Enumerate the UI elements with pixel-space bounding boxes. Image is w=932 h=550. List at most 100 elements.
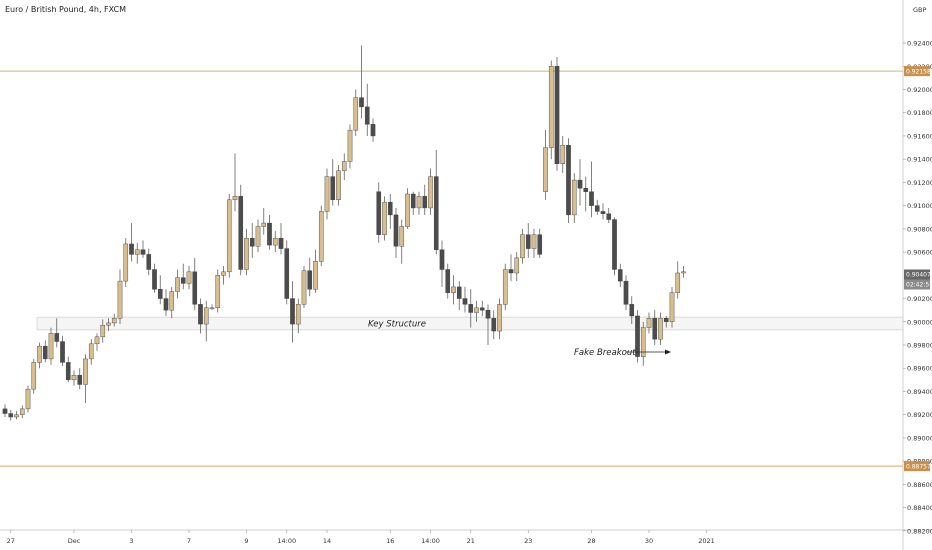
candle-body[interactable] — [94, 336, 100, 345]
candle-body[interactable] — [617, 269, 623, 282]
candle-body[interactable] — [88, 343, 94, 360]
candle-body[interactable] — [474, 307, 479, 313]
candle-body[interactable] — [111, 318, 117, 324]
candle-body[interactable] — [497, 304, 502, 332]
candle-body[interactable] — [198, 304, 203, 325]
candle-body[interactable] — [675, 272, 681, 293]
candle-body[interactable] — [439, 249, 445, 270]
candle-body[interactable] — [330, 176, 336, 201]
candle-body[interactable] — [606, 213, 612, 220]
candle-body[interactable] — [341, 161, 347, 171]
candle-body[interactable] — [318, 211, 324, 262]
candle-body[interactable] — [232, 196, 238, 201]
candle-body[interactable] — [324, 176, 330, 212]
candle-body[interactable] — [548, 66, 554, 148]
candle-body[interactable] — [157, 289, 163, 299]
candle-body[interactable] — [410, 193, 416, 209]
candle-body[interactable] — [514, 257, 520, 274]
candle-body[interactable] — [203, 307, 209, 325]
candle-body[interactable] — [60, 341, 65, 363]
candle-body[interactable] — [543, 147, 548, 192]
candle-body[interactable] — [255, 226, 261, 247]
candle-body[interactable] — [290, 298, 295, 325]
candle-body[interactable] — [502, 269, 508, 305]
candle-body[interactable] — [71, 374, 77, 381]
candle-body[interactable] — [646, 318, 652, 328]
candle-body[interactable] — [301, 270, 307, 305]
candle-body[interactable] — [445, 269, 451, 293]
candle-body[interactable] — [278, 237, 284, 249]
candle-body[interactable] — [537, 234, 543, 255]
candle-body[interactable] — [123, 243, 129, 282]
candle-body[interactable] — [387, 201, 393, 216]
candle-body[interactable] — [376, 191, 382, 235]
candle-body[interactable] — [554, 66, 560, 165]
candle-body[interactable] — [244, 237, 249, 270]
candle-body[interactable] — [284, 248, 290, 299]
candle-body[interactable] — [129, 243, 134, 255]
candle-body[interactable] — [83, 358, 88, 385]
candle-body[interactable] — [48, 333, 54, 360]
candle-body[interactable] — [652, 318, 658, 340]
candle-body[interactable] — [525, 234, 531, 249]
candle-body[interactable] — [186, 271, 192, 284]
candle-body[interactable] — [353, 97, 359, 131]
candle-body[interactable] — [393, 214, 399, 247]
candle-body[interactable] — [267, 222, 272, 246]
candle-body[interactable] — [152, 269, 157, 290]
candle-body[interactable] — [566, 145, 571, 216]
candle-body[interactable] — [106, 322, 111, 326]
candle-body[interactable] — [663, 318, 669, 322]
candle-body[interactable] — [681, 271, 686, 274]
candle-body[interactable] — [134, 249, 140, 255]
candle-body[interactable] — [180, 277, 186, 284]
candle-body[interactable] — [37, 345, 42, 363]
candle-body[interactable] — [364, 106, 370, 125]
candle-body[interactable] — [2, 408, 8, 414]
candle-body[interactable] — [422, 196, 428, 209]
candle-body[interactable] — [635, 315, 640, 357]
candle-body[interactable] — [479, 307, 485, 311]
candle-body[interactable] — [433, 176, 439, 250]
candle-body[interactable] — [8, 413, 14, 418]
candle-body[interactable] — [640, 327, 646, 357]
candle-body[interactable] — [370, 124, 376, 137]
candle-body[interactable] — [238, 196, 244, 270]
candle-body[interactable] — [347, 129, 353, 162]
candle-body[interactable] — [77, 374, 83, 385]
candle-body[interactable] — [336, 170, 341, 201]
candle-body[interactable] — [405, 193, 410, 227]
candle-body[interactable] — [594, 205, 600, 212]
candle-body[interactable] — [25, 388, 31, 410]
candle-body[interactable] — [226, 199, 232, 273]
candle-body[interactable] — [209, 307, 215, 310]
candle-body[interactable] — [612, 219, 617, 270]
candle-body[interactable] — [520, 234, 525, 259]
candle-body[interactable] — [54, 333, 60, 342]
candle-body[interactable] — [249, 237, 255, 247]
candle-body[interactable] — [571, 179, 577, 216]
candle-body[interactable] — [491, 318, 497, 332]
candle-body[interactable] — [14, 414, 19, 418]
candle-body[interactable] — [428, 176, 433, 209]
candle-body[interactable] — [583, 188, 589, 192]
candle-body[interactable] — [669, 292, 675, 322]
candle-body[interactable] — [261, 222, 267, 227]
candle-body[interactable] — [100, 325, 106, 338]
candle-body[interactable] — [600, 211, 606, 214]
candle-body[interactable] — [31, 362, 37, 390]
candle-body[interactable] — [485, 309, 491, 319]
candle-body[interactable] — [221, 271, 226, 276]
candle-body[interactable] — [272, 237, 278, 246]
candle-body[interactable] — [577, 179, 583, 189]
candle-body[interactable] — [65, 362, 71, 381]
candle-body[interactable] — [589, 191, 594, 206]
candle-body[interactable] — [382, 201, 387, 235]
candle-body[interactable] — [456, 286, 462, 299]
candle-body[interactable] — [629, 304, 635, 317]
candle-body[interactable] — [508, 269, 514, 274]
candle-body[interactable] — [295, 304, 301, 325]
candle-body[interactable] — [140, 249, 146, 255]
candle-body[interactable] — [215, 275, 221, 309]
